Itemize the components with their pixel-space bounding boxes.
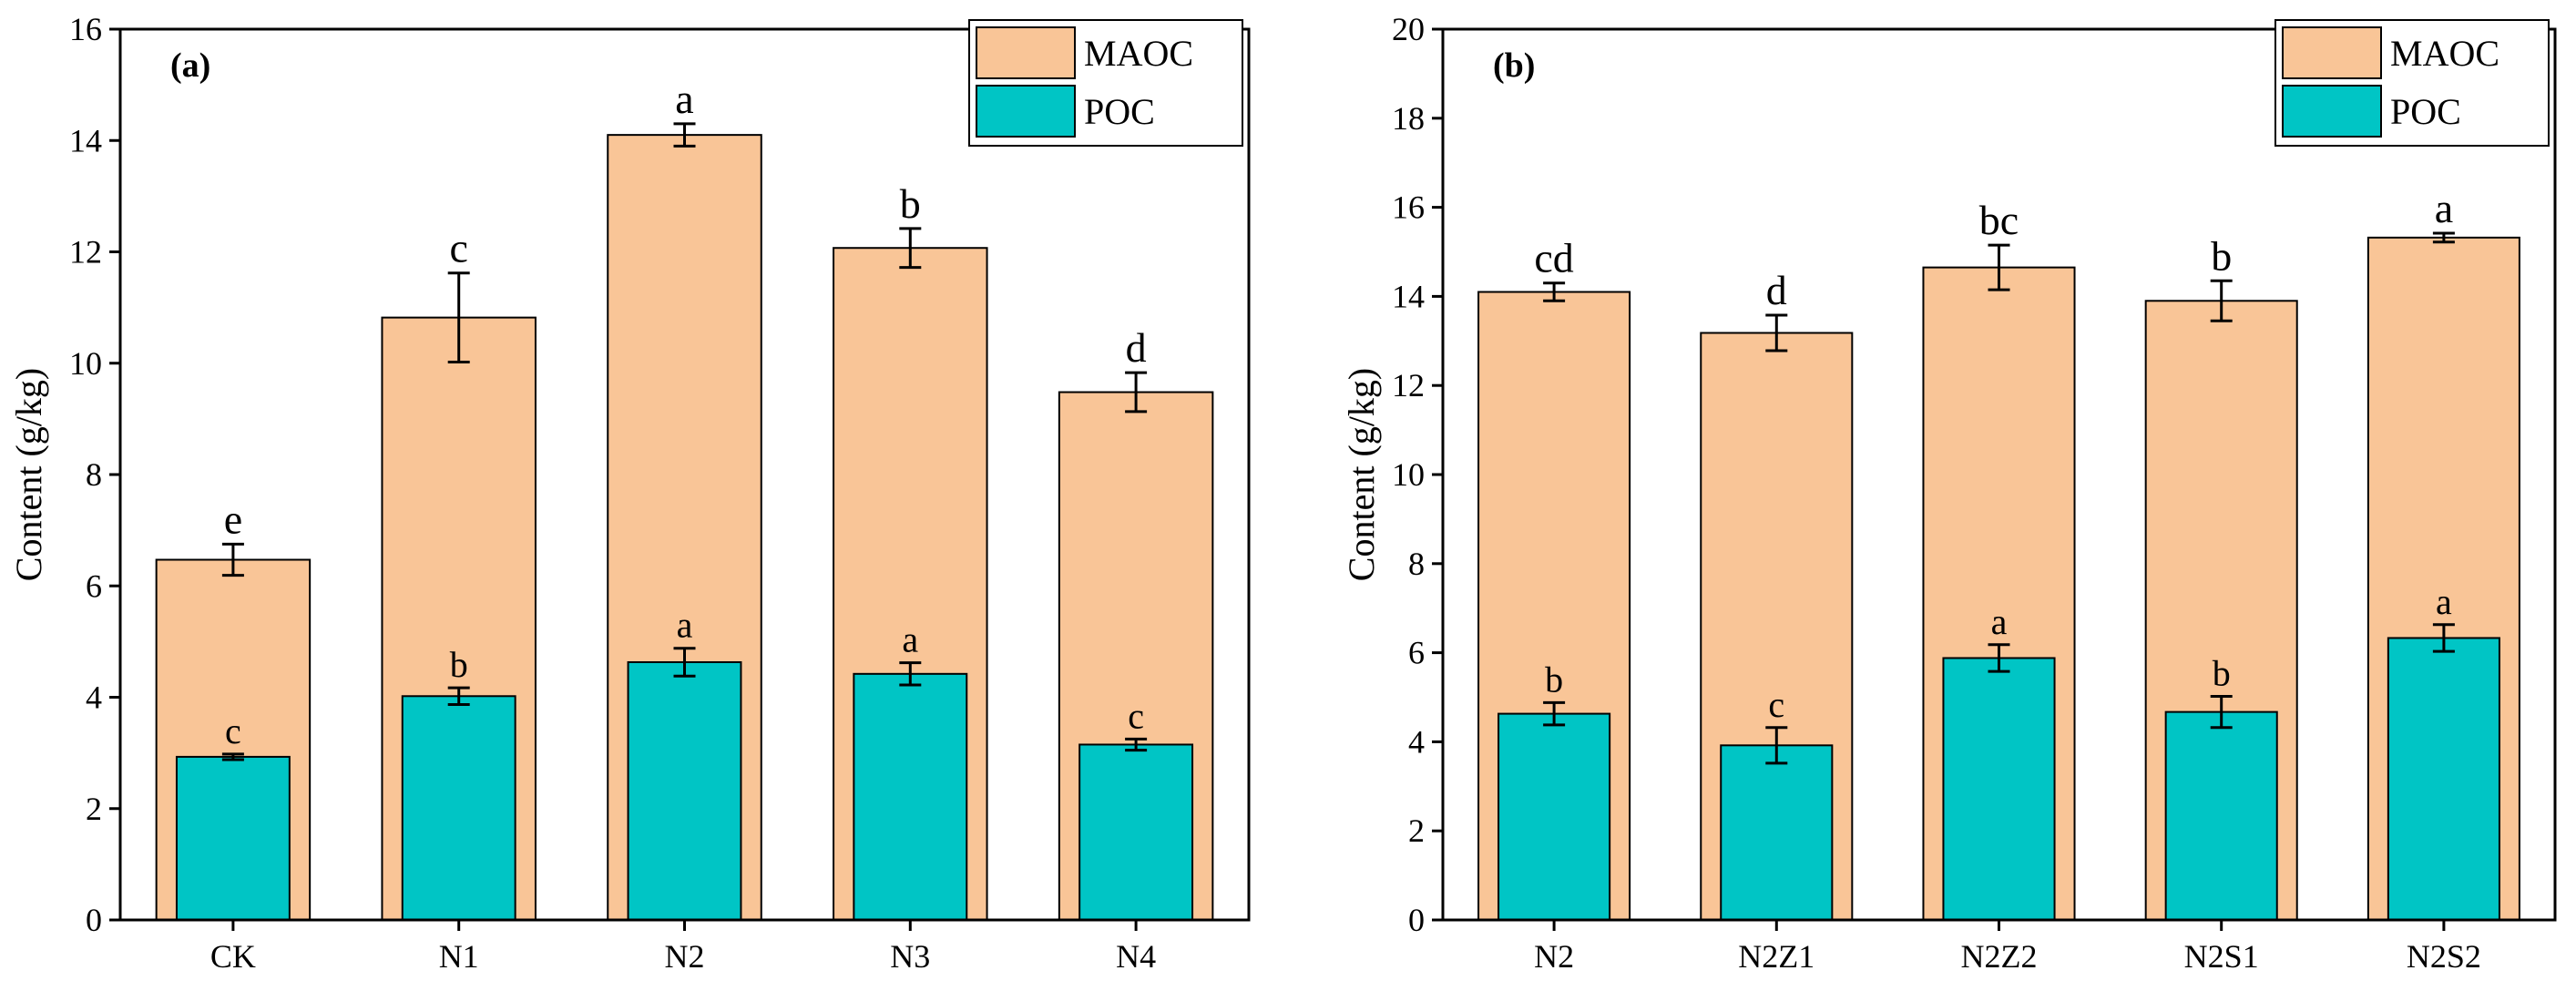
significance-label: c	[1128, 695, 1144, 736]
significance-label: d	[1126, 324, 1147, 371]
y-tick-label: 0	[1408, 902, 1425, 938]
x-tick-label: N2S1	[2184, 938, 2259, 975]
error-bar	[1125, 737, 1148, 752]
error-bar	[2210, 695, 2233, 730]
error-bar	[673, 122, 696, 148]
bar	[627, 660, 742, 922]
y-tick-label: 10	[69, 345, 102, 382]
y-tick-label: 6	[86, 567, 102, 604]
legend-label: POC	[2390, 91, 2461, 132]
y-tick-label: 14	[69, 122, 102, 158]
y-axis-label: Content (g/kg)	[8, 368, 49, 581]
significance-label: a	[677, 605, 693, 646]
legend-label: MAOC	[2390, 33, 2499, 74]
error-bar	[1765, 313, 1788, 352]
y-tick-label: 8	[1408, 546, 1425, 582]
y-tick-label: 12	[69, 234, 102, 271]
significance-label: a	[2436, 581, 2452, 622]
bar	[2164, 710, 2278, 922]
error-bar	[673, 647, 696, 678]
significance-label: b	[2211, 232, 2232, 279]
legend-swatch	[2282, 26, 2382, 79]
significance-label: a	[2435, 185, 2453, 231]
x-tick-label: N2	[665, 938, 705, 975]
significance-label: a	[675, 76, 693, 122]
error-bar	[221, 542, 244, 577]
significance-label: a	[1991, 601, 2008, 642]
bar	[2387, 637, 2500, 921]
y-tick-label: 18	[1392, 100, 1425, 137]
error-bar	[1543, 281, 1566, 302]
error-bar	[899, 661, 922, 687]
x-tick-label: N2Z2	[1961, 938, 2038, 975]
significance-label: c	[1768, 684, 1784, 725]
y-axis-label: Content (g/kg)	[1341, 368, 1382, 581]
x-tick-label: N4	[1116, 938, 1156, 975]
y-tick-label: 0	[86, 902, 102, 938]
error-bar	[221, 752, 244, 761]
significance-label: b	[1545, 659, 1563, 700]
legend-swatch	[976, 85, 1076, 138]
bar	[1942, 657, 2056, 922]
x-tick-label: N2Z1	[1738, 938, 1814, 975]
y-tick-label: 20	[1392, 11, 1425, 47]
significance-label: e	[224, 496, 242, 542]
error-bar	[447, 271, 470, 364]
legend-swatch	[2282, 85, 2382, 138]
x-tick-label: N2S2	[2407, 938, 2481, 975]
significance-label: a	[902, 619, 918, 660]
x-tick-label: CK	[210, 938, 256, 975]
legend-label: MAOC	[1084, 33, 1193, 74]
significance-label: c	[449, 225, 467, 271]
error-bar	[1988, 243, 2010, 291]
error-bar	[1125, 371, 1148, 414]
error-bar	[2432, 231, 2455, 244]
y-tick-label: 10	[1392, 456, 1425, 493]
x-tick-label: N3	[890, 938, 930, 975]
significance-label: bc	[1979, 197, 2019, 243]
y-tick-label: 6	[1408, 635, 1425, 671]
x-tick-label: N2	[1534, 938, 1574, 975]
significance-label: cd	[1534, 235, 1573, 281]
y-tick-label: 16	[1392, 189, 1425, 226]
y-tick-label: 2	[1408, 812, 1425, 849]
y-tick-label: 12	[1392, 367, 1425, 404]
significance-label: b	[2213, 653, 2231, 694]
y-tick-label: 4	[1408, 723, 1425, 760]
bar	[401, 695, 516, 922]
bar	[1498, 712, 1611, 922]
error-bar	[1988, 643, 2010, 673]
y-tick-label: 8	[86, 456, 102, 493]
significance-label: c	[225, 710, 241, 751]
bar	[1078, 743, 1194, 921]
error-bar	[447, 686, 470, 706]
error-bar	[1543, 700, 1566, 727]
significance-label: b	[450, 644, 468, 685]
x-tick-label: N1	[439, 938, 479, 975]
y-tick-label: 2	[86, 791, 102, 827]
significance-label: d	[1766, 267, 1787, 313]
error-bar	[2210, 279, 2233, 322]
bar	[1720, 744, 1834, 922]
y-tick-label: 16	[69, 11, 102, 47]
y-tick-label: 4	[86, 679, 102, 716]
error-bar	[2432, 623, 2455, 653]
error-bar	[1765, 726, 1788, 765]
significance-label: b	[900, 180, 921, 227]
bar	[175, 755, 291, 921]
legend-swatch	[976, 26, 1076, 79]
bar	[853, 672, 968, 921]
y-tick-label: 14	[1392, 278, 1425, 314]
error-bar	[899, 227, 922, 270]
panel-title: (b)	[1493, 46, 1535, 85]
panel-title: (a)	[170, 46, 210, 85]
legend-label: POC	[1084, 91, 1155, 132]
